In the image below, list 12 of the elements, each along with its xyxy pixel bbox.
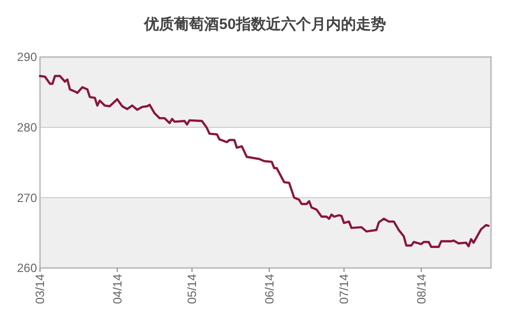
y-tick-label: 260 bbox=[16, 261, 38, 276]
x-tick-label: 03/14 bbox=[33, 274, 48, 304]
line-series bbox=[38, 74, 490, 248]
x-tick-label: 05/14 bbox=[185, 274, 200, 304]
chart-title: 优质葡萄酒50指数近六个月内的走势 bbox=[143, 15, 386, 33]
x-tick-label: 04/14 bbox=[110, 274, 124, 304]
y-tick-label: 270 bbox=[16, 190, 38, 205]
x-tick-label: 07/14 bbox=[337, 274, 352, 304]
x-tick-label: 08/14 bbox=[414, 274, 428, 304]
y-tick-label: 290 bbox=[16, 50, 38, 64]
x-tick-label: 06/14 bbox=[262, 274, 276, 304]
y-tick-label: 280 bbox=[16, 120, 38, 135]
